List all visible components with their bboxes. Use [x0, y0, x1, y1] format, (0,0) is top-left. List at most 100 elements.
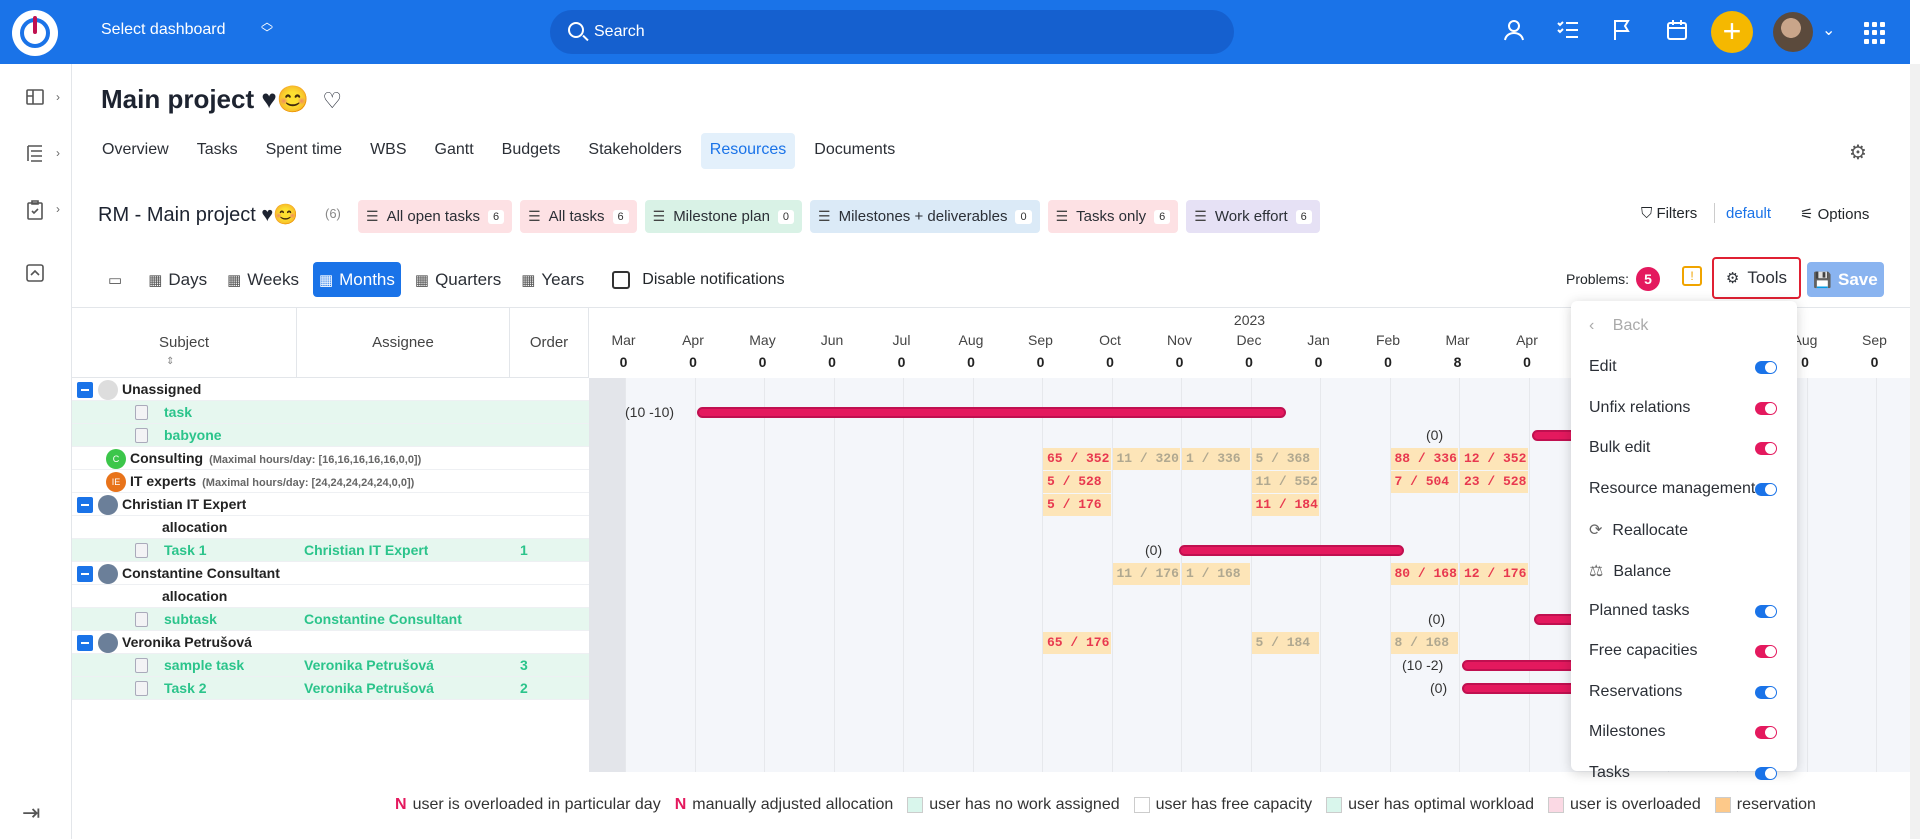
user-icon[interactable]: [1500, 18, 1528, 46]
query-chip[interactable]: ☰ Work effort 6: [1186, 200, 1320, 233]
select-dashboard[interactable]: Select dashboard: [101, 21, 226, 38]
filters-button[interactable]: ⛉ Filters: [1641, 205, 1697, 222]
expand-menu-icon[interactable]: ⇥: [22, 800, 41, 825]
problems-badge[interactable]: 5: [1636, 267, 1660, 291]
allocation-cell[interactable]: 5 / 184: [1251, 632, 1319, 654]
allocation-cell[interactable]: 65 / 352: [1043, 448, 1111, 470]
allocation-cell[interactable]: 1 / 336: [1182, 448, 1250, 470]
collapse-toggle[interactable]: [77, 497, 93, 513]
column-header-subject[interactable]: Subject ⇕: [72, 308, 297, 378]
table-row[interactable]: allocation: [72, 516, 589, 539]
allocation-cell[interactable]: 11 / 184: [1251, 494, 1319, 516]
allocation-cell[interactable]: 23 / 528: [1460, 471, 1528, 493]
tools-item-milestones[interactable]: Milestones: [1589, 723, 1789, 741]
tab-tasks[interactable]: Tasks: [196, 141, 238, 158]
checklist-icon[interactable]: [1554, 18, 1582, 46]
allocation-cell[interactable]: 11 / 320: [1112, 448, 1180, 470]
allocation-cell[interactable]: 7 / 504: [1390, 471, 1458, 493]
query-chip[interactable]: ☰ All open tasks 6: [358, 200, 513, 233]
task-link[interactable]: task: [164, 404, 193, 420]
avatar[interactable]: [1773, 12, 1813, 52]
table-row[interactable]: allocation: [72, 585, 589, 608]
task-link[interactable]: Task 1: [164, 542, 207, 558]
task-link[interactable]: subtask: [164, 611, 217, 627]
tools-item-edit[interactable]: Edit: [1589, 358, 1789, 376]
tab-spent-time[interactable]: Spent time: [265, 141, 343, 158]
tools-item-resource-management[interactable]: Resource management: [1589, 480, 1789, 498]
collapse-toggle[interactable]: [77, 635, 93, 651]
toggle-switch[interactable]: [1755, 604, 1777, 618]
scrollbar[interactable]: [1910, 64, 1920, 839]
allocation-cell[interactable]: 1 / 168: [1182, 563, 1250, 585]
assignee-link[interactable]: Veronika Petrušová: [304, 657, 434, 673]
table-row[interactable]: C Consulting (Maximal hours/day: [16,16,16…: [72, 447, 589, 470]
tools-item-bulk-edit[interactable]: Bulk edit: [1589, 439, 1789, 457]
zoom-months[interactable]: ▦ Months: [312, 262, 401, 297]
allocation-cell[interactable]: 11 / 552: [1251, 471, 1319, 493]
table-row[interactable]: Task 2 Veronika Petrušová 2: [72, 677, 589, 700]
allocation-cell[interactable]: 5 / 368: [1251, 448, 1319, 470]
zoom-weeks[interactable]: ▦ Weeks: [221, 262, 305, 297]
assignee-link[interactable]: Constantine Consultant: [304, 611, 462, 627]
allocation-cell[interactable]: 80 / 168: [1390, 563, 1458, 585]
toggle-switch[interactable]: [1755, 645, 1777, 659]
toggle-switch[interactable]: [1755, 767, 1777, 780]
allocation-cell[interactable]: 12 / 176: [1460, 563, 1528, 585]
rail-tasks[interactable]: ›: [26, 200, 66, 224]
zoom-quarters[interactable]: ▦ Quarters: [409, 262, 507, 297]
sort-icon[interactable]: ⇕: [166, 356, 175, 367]
toggle-switch[interactable]: [1755, 401, 1777, 415]
collapse-toggle[interactable]: [77, 566, 93, 582]
apps-grid-icon[interactable]: [1864, 22, 1886, 44]
allocation-cell[interactable]: 5 / 528: [1043, 471, 1111, 493]
tab-resources[interactable]: Resources: [700, 133, 796, 169]
tools-back[interactable]: ‹ Back: [1589, 317, 1789, 335]
tools-item-planned-tasks[interactable]: Planned tasks: [1589, 602, 1789, 620]
tools-item-reservations[interactable]: Reservations: [1589, 683, 1789, 701]
app-logo[interactable]: [12, 10, 58, 56]
table-row[interactable]: Unassigned: [72, 378, 589, 401]
tab-budgets[interactable]: Budgets: [501, 141, 561, 158]
tools-button[interactable]: ⚙ Tools: [1712, 257, 1801, 299]
warning-icon[interactable]: !: [1682, 266, 1702, 286]
task-link[interactable]: babyone: [164, 427, 222, 443]
column-header-assignee[interactable]: Assignee: [297, 308, 510, 378]
disable-notifications-checkbox[interactable]: [612, 270, 631, 289]
allocation-cell[interactable]: 65 / 176: [1043, 632, 1111, 654]
allocation-cell[interactable]: 5 / 176: [1043, 494, 1111, 516]
tab-documents[interactable]: Documents: [814, 141, 896, 158]
tools-item-free-capacities[interactable]: Free capacities: [1589, 642, 1789, 660]
query-chip[interactable]: ☰ Milestones + deliverables 0: [810, 200, 1040, 233]
task-link[interactable]: sample task: [164, 657, 245, 673]
task-bar[interactable]: [1179, 545, 1404, 556]
options-button[interactable]: ⚟ Options: [1800, 205, 1869, 223]
tools-item-balance[interactable]: ⚖ Balance: [1589, 561, 1789, 581]
toggle-switch[interactable]: [1755, 361, 1777, 374]
dashboard-switch-icon[interactable]: ︿ ﹀: [261, 15, 274, 40]
allocation-cell[interactable]: 12 / 352: [1460, 448, 1528, 470]
settings-sliders-icon[interactable]: ⚙: [1849, 142, 1867, 164]
table-row[interactable]: subtask Constantine Consultant: [72, 608, 589, 631]
tab-wbs[interactable]: WBS: [370, 141, 407, 158]
table-row[interactable]: babyone: [72, 424, 589, 447]
query-chip[interactable]: ☰ All tasks 6: [520, 200, 637, 233]
zoom-years[interactable]: ▦ Years: [515, 262, 590, 297]
allocation-cell[interactable]: 88 / 336: [1390, 448, 1458, 470]
search-box[interactable]: [550, 10, 1234, 54]
table-row[interactable]: sample task Veronika Petrušová 3: [72, 654, 589, 677]
zoom-days[interactable]: ▦ Days: [142, 262, 213, 297]
table-row[interactable]: Veronika Petrušová: [72, 631, 589, 654]
assignee-link[interactable]: Veronika Petrušová: [304, 680, 434, 696]
toggle-switch[interactable]: [1755, 726, 1777, 740]
toggle-switch[interactable]: [1755, 482, 1777, 496]
tools-item-reallocate[interactable]: ⟳ Reallocate: [1589, 520, 1789, 540]
query-chip[interactable]: ☰ Milestone plan 0: [644, 200, 803, 233]
table-row[interactable]: IE IT experts (Maximal hours/day: [24,24,2…: [72, 470, 589, 493]
query-chip[interactable]: ☰ Tasks only 6: [1047, 200, 1179, 233]
table-row[interactable]: Christian IT Expert: [72, 493, 589, 516]
rail-collapse-section[interactable]: [26, 264, 66, 288]
allocation-cell[interactable]: 11 / 176: [1112, 563, 1180, 585]
assignee-link[interactable]: Christian IT Expert: [304, 542, 429, 558]
tab-stakeholders[interactable]: Stakeholders: [588, 141, 682, 158]
rail-tree[interactable]: ›: [26, 144, 66, 168]
